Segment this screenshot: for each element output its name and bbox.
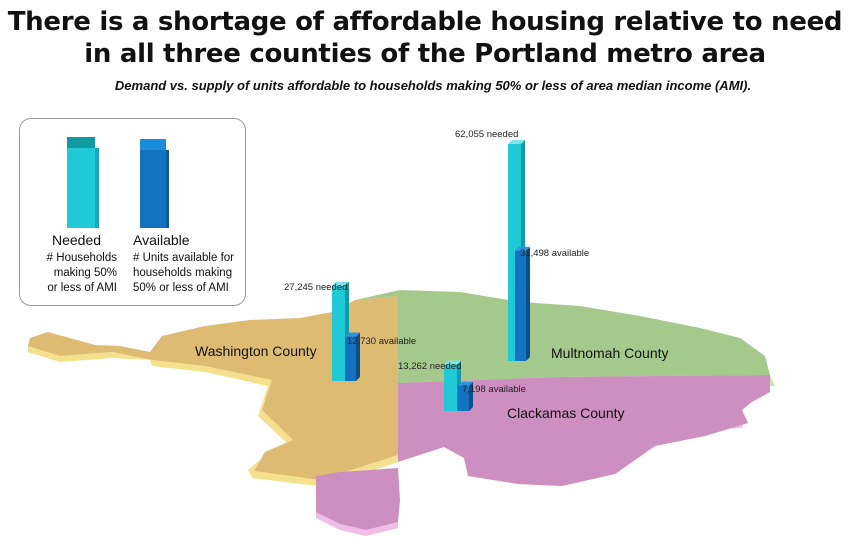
needed-label-clackamas: 13,262 needed <box>398 361 461 372</box>
multnomah-county-region <box>355 290 770 383</box>
map-tops <box>28 290 770 530</box>
washington-side <box>28 346 398 490</box>
legend-needed-swatch <box>67 148 95 228</box>
needed-label-multnomah: 62,055 needed <box>455 129 518 140</box>
bar-group <box>332 140 530 411</box>
legend-available-desc-line-1: # Units available for <box>133 252 234 264</box>
legend-available-label: Available <box>133 232 190 248</box>
legend-needed-desc-line-1: # Households <box>46 252 117 264</box>
legend-available-swatch-shade <box>166 150 169 228</box>
legend-needed-desc-line-2: making 50% <box>53 267 117 279</box>
needed-label-washington: 27,245 needed <box>284 282 347 293</box>
legend-needed-desc: # Households making 50% or less of AMI <box>32 251 117 296</box>
legend-needed-label: Needed <box>52 232 102 248</box>
needed-bar-clackamas <box>444 364 457 411</box>
available-bar-washington <box>345 336 356 381</box>
legend-available-swatch <box>140 150 166 228</box>
clackamas-lobe-side <box>316 512 398 536</box>
chart-title: There is a shortage of affordable housin… <box>0 6 850 70</box>
needed-bar-washington-top <box>332 281 349 286</box>
legend: Needed # Households making 50% or less o… <box>19 118 246 306</box>
needed-bar-multnomah-top <box>508 140 525 144</box>
washington-county-region <box>28 296 398 480</box>
legend-available-desc-line-3: 50% or less of AMI <box>133 282 229 294</box>
legend-needed-desc-line-3: or less of AMI <box>47 282 117 294</box>
available-bar-multnomah <box>515 250 526 361</box>
available-bar-clackamas <box>458 385 469 411</box>
available-label-multnomah: 31,498 available <box>520 248 589 259</box>
available-label-clackamas: 7,198 available <box>462 384 526 395</box>
washington-county-label: Washington County <box>195 343 317 359</box>
title-line-1: There is a shortage of affordable housin… <box>7 7 843 37</box>
multnomah-county-label: Multnomah County <box>551 345 669 361</box>
needed-bar-washington <box>332 285 345 381</box>
available-bar-washington-side <box>356 332 360 381</box>
title-line-2: in all three counties of the Portland me… <box>84 39 766 69</box>
clackamas-county-region <box>398 375 770 486</box>
available-bar-clackamas-top <box>458 381 473 386</box>
chart-subtitle: Demand vs. supply of units affordable to… <box>114 78 752 93</box>
needed-bar-clackamas-top <box>444 360 461 365</box>
legend-available-desc-line-2: households making <box>133 267 233 279</box>
clackamas-south-lobe <box>316 468 400 530</box>
legend-swatches <box>67 137 169 228</box>
available-bar-multnomah-top <box>515 246 530 251</box>
legend-available-swatch-top <box>140 139 166 150</box>
available-bar-washington-top <box>345 332 360 337</box>
available-label-washington: 12,730 available <box>347 336 416 347</box>
available-bar-multnomah-side <box>526 246 530 361</box>
available-bar-clackamas-side <box>469 381 473 411</box>
clackamas-county-label: Clackamas County <box>507 405 625 421</box>
legend-needed-swatch-top <box>67 137 95 148</box>
legend-available-desc: # Units available for households making … <box>133 251 234 296</box>
legend-needed-swatch-shade <box>95 148 99 228</box>
